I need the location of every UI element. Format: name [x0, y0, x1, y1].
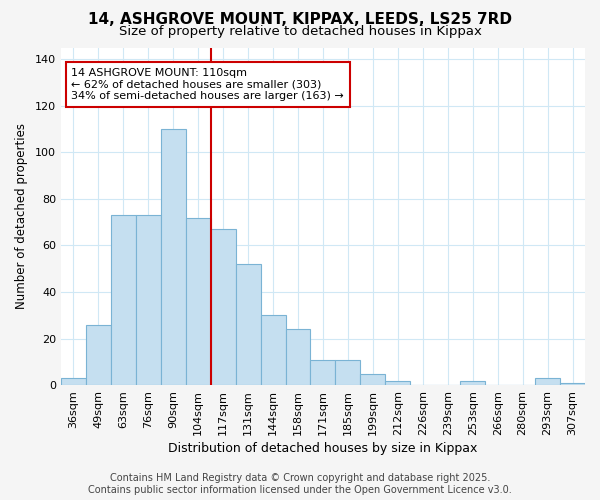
Bar: [361, 374, 385, 385]
Bar: [286, 330, 310, 385]
Bar: [385, 380, 410, 385]
Bar: [236, 264, 260, 385]
Bar: [335, 360, 361, 385]
Bar: [211, 229, 236, 385]
Y-axis label: Number of detached properties: Number of detached properties: [15, 124, 28, 310]
Text: Size of property relative to detached houses in Kippax: Size of property relative to detached ho…: [119, 25, 481, 38]
Bar: [560, 383, 585, 385]
Bar: [161, 129, 186, 385]
Bar: [136, 215, 161, 385]
Bar: [310, 360, 335, 385]
Text: 14 ASHGROVE MOUNT: 110sqm
← 62% of detached houses are smaller (303)
34% of semi: 14 ASHGROVE MOUNT: 110sqm ← 62% of detac…: [71, 68, 344, 101]
Bar: [186, 218, 211, 385]
Bar: [111, 215, 136, 385]
Bar: [86, 324, 111, 385]
Bar: [61, 378, 86, 385]
Text: Contains HM Land Registry data © Crown copyright and database right 2025.
Contai: Contains HM Land Registry data © Crown c…: [88, 474, 512, 495]
X-axis label: Distribution of detached houses by size in Kippax: Distribution of detached houses by size …: [168, 442, 478, 455]
Bar: [460, 380, 485, 385]
Bar: [260, 316, 286, 385]
Bar: [535, 378, 560, 385]
Text: 14, ASHGROVE MOUNT, KIPPAX, LEEDS, LS25 7RD: 14, ASHGROVE MOUNT, KIPPAX, LEEDS, LS25 …: [88, 12, 512, 28]
